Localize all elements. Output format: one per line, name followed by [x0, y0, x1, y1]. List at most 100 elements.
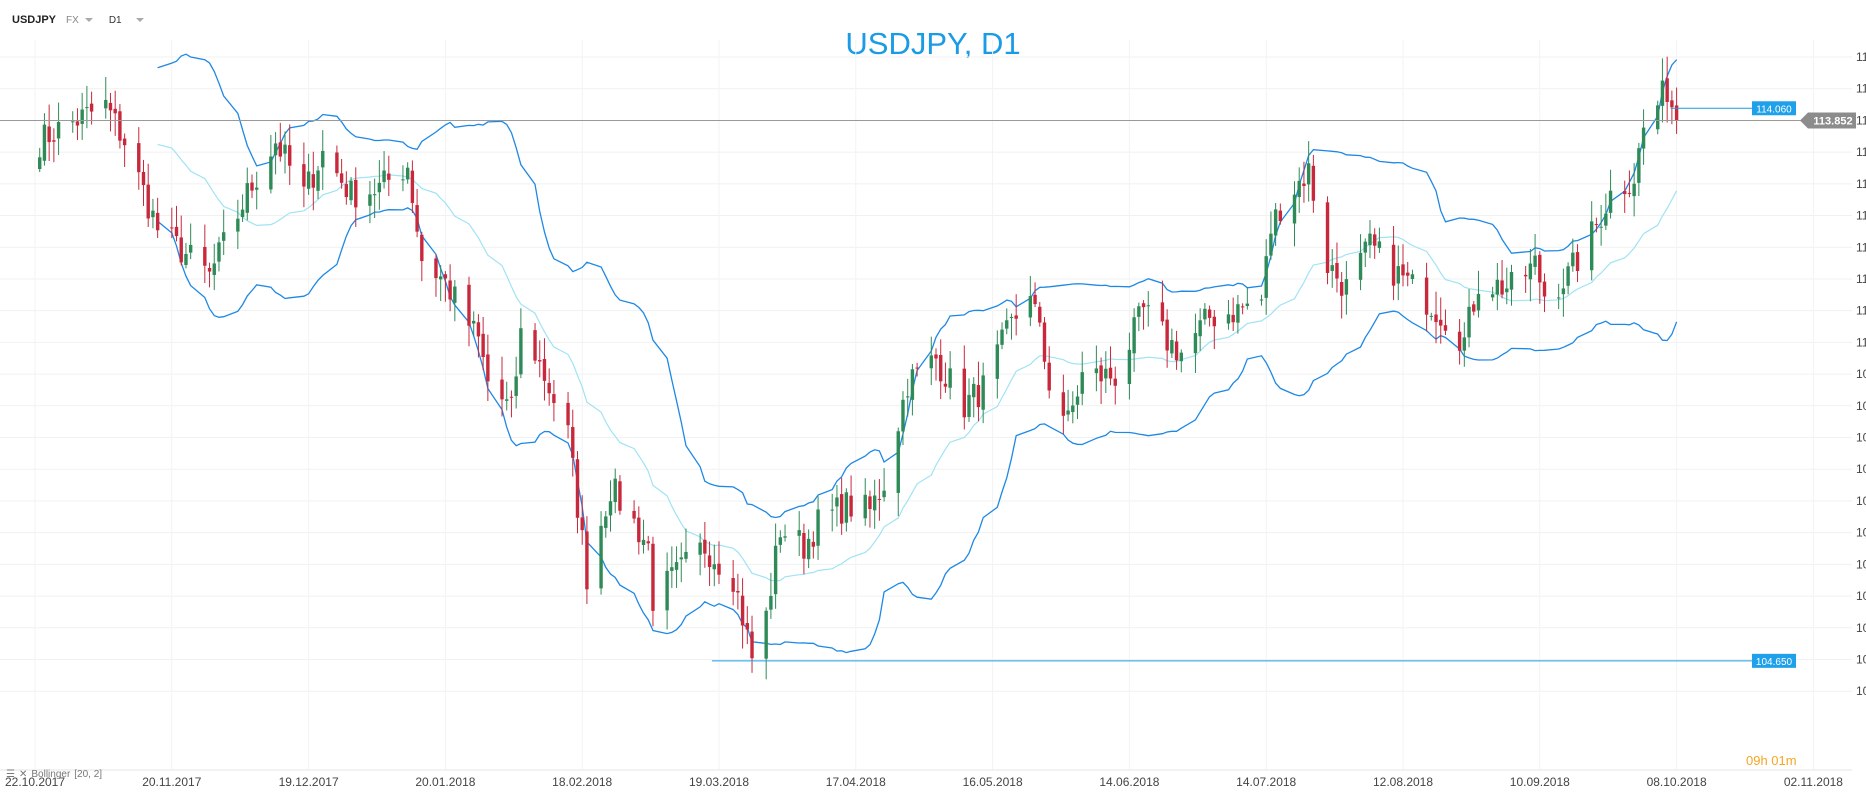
- candle-body: [387, 173, 391, 180]
- timeframe-dropdown[interactable]: D1: [109, 15, 144, 26]
- y-tick-label: 106.298: [1856, 557, 1866, 571]
- candle-body: [703, 539, 707, 554]
- candle-body: [1410, 274, 1415, 279]
- candle-body: [1467, 306, 1471, 338]
- candle-body: [1472, 304, 1476, 312]
- candle-body: [939, 354, 943, 382]
- candle-body: [1179, 352, 1183, 362]
- bollinger-upper: [157, 53, 1678, 519]
- y-tick-label: 109.536: [1856, 367, 1866, 381]
- candle-body: [839, 494, 844, 524]
- candle-body: [372, 194, 377, 196]
- symbol-label[interactable]: USDJPY: [12, 14, 57, 26]
- candle-body: [316, 170, 320, 191]
- candle-body: [580, 517, 584, 531]
- candle-body: [1193, 333, 1198, 354]
- candle-body: [1490, 294, 1495, 298]
- candle-body: [1146, 305, 1150, 307]
- candle-body: [250, 182, 254, 191]
- candle-body: [1660, 80, 1665, 106]
- x-tick-label: 17.04.2018: [826, 775, 886, 789]
- candle-body: [1203, 308, 1207, 320]
- close-icon[interactable]: ✕: [18, 769, 28, 780]
- candle-body: [335, 152, 339, 174]
- candle-body: [1245, 303, 1250, 306]
- candle-body: [283, 144, 287, 154]
- candle-body: [354, 179, 358, 208]
- candle-body: [1207, 309, 1212, 318]
- candle-body: [453, 286, 457, 303]
- candle-body: [1434, 314, 1438, 323]
- candle-body: [972, 383, 976, 398]
- candle-body: [1505, 288, 1509, 293]
- candle-body: [207, 268, 212, 272]
- candle-body: [740, 595, 745, 626]
- market-label: FX: [66, 14, 79, 26]
- candle-body: [500, 379, 504, 400]
- x-tick-label: 20.11.2017: [142, 775, 201, 789]
- candle-body: [122, 138, 127, 146]
- candle-body: [1273, 209, 1278, 236]
- candle-body: [844, 492, 849, 523]
- candle-body: [1028, 296, 1033, 318]
- candle-body: [943, 383, 948, 387]
- low-level-label: 104.650: [1756, 657, 1793, 668]
- candle-body: [1632, 183, 1636, 197]
- candle-body: [155, 212, 160, 231]
- x-axis: 22.10.2017 20.11.2017 19.12.2017 20.01.2018…: [5, 775, 1843, 789]
- candle-body: [1297, 180, 1301, 198]
- candle-body: [1627, 192, 1632, 194]
- candle-body: [1429, 315, 1434, 317]
- candle-body: [769, 595, 773, 610]
- candle-body: [665, 570, 669, 611]
- y-tick-label: 106.838: [1856, 526, 1866, 540]
- candle-body: [420, 234, 424, 262]
- x-tick-label: 19.03.2018: [689, 775, 749, 789]
- candle-body: [1523, 274, 1528, 277]
- candle-body: [486, 354, 490, 382]
- candle-body: [830, 509, 834, 511]
- candle-body: [1047, 362, 1051, 391]
- candle-body: [1500, 280, 1504, 295]
- x-tick-label: 08.10.2018: [1647, 775, 1707, 789]
- candle-body: [585, 531, 589, 590]
- candle-body: [910, 369, 915, 400]
- current-price-badge: [1800, 112, 1856, 129]
- candle-body: [896, 431, 900, 493]
- candle-body: [1000, 329, 1004, 345]
- candle-body: [1212, 316, 1217, 327]
- high-level-label: 114.060: [1756, 104, 1792, 115]
- candle-body: [1240, 306, 1245, 308]
- market-dropdown[interactable]: FX: [66, 15, 93, 26]
- candle-body: [1495, 279, 1500, 295]
- candle-body: [1108, 367, 1113, 379]
- y-tick-label: 113.314: [1856, 145, 1866, 159]
- candle-body: [651, 543, 655, 611]
- candle-body: [221, 232, 226, 241]
- candle-body: [113, 108, 117, 114]
- candle-body: [1528, 263, 1533, 280]
- indicator-legend[interactable]: ☰ ✕ Bollinger [20, 2]: [6, 769, 102, 780]
- candle-body: [1104, 368, 1108, 379]
- candle-body: [778, 537, 783, 545]
- candle-body: [321, 150, 325, 168]
- candle-body: [1566, 266, 1570, 286]
- candle-body: [1556, 297, 1561, 299]
- candle-body: [349, 180, 353, 201]
- candle-body: [137, 143, 141, 173]
- candle-body: [89, 103, 94, 112]
- chart-title: USDJPY, D1: [845, 26, 1021, 61]
- candle-body: [71, 121, 75, 123]
- candle-body: [1424, 277, 1429, 315]
- candle-body: [151, 210, 155, 218]
- candle-body: [1641, 127, 1646, 149]
- candle-body: [481, 333, 485, 358]
- candle-body: [141, 171, 146, 186]
- candle-body: [533, 330, 537, 361]
- y-tick-label: 105.219: [1856, 621, 1866, 635]
- candle-body: [1608, 190, 1613, 213]
- candle-body: [948, 368, 952, 388]
- candle-body: [1005, 320, 1009, 329]
- candle-body: [42, 124, 47, 161]
